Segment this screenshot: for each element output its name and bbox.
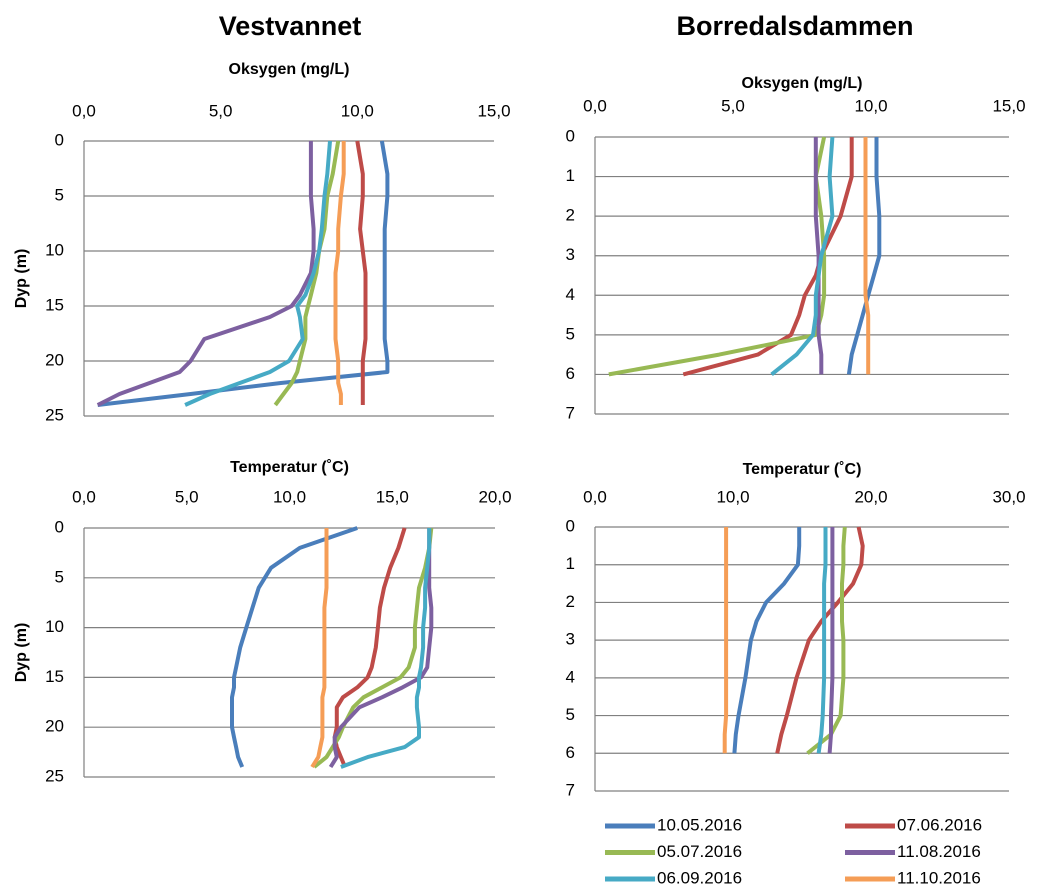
x-axis-title: Oksygen (mg/L) <box>229 61 350 78</box>
y-tick-label: 1 <box>566 166 575 185</box>
x-tick-label: 30,0 <box>992 487 1025 506</box>
y-tick-label: 15 <box>45 295 64 314</box>
y-tick-label: 20 <box>45 350 64 369</box>
y-tick-label: 6 <box>566 743 575 762</box>
series-line <box>184 140 332 407</box>
series-line <box>770 136 835 376</box>
y-tick-label: 25 <box>45 405 64 424</box>
x-tick-label: 10,0 <box>716 487 749 506</box>
y-tick-label: 0 <box>566 516 575 535</box>
y-tick-label: 5 <box>55 185 64 204</box>
y-tick-label: 7 <box>566 780 575 799</box>
x-tick-label: 15,0 <box>992 96 1025 115</box>
y-tick-label: 10 <box>45 617 64 636</box>
x-tick-label: 15,0 <box>477 101 510 120</box>
series-line <box>340 528 432 769</box>
legend-label: 11.10.2016 <box>897 868 981 887</box>
x-axis-title: Temperatur (˚C) <box>743 461 862 478</box>
x-tick-label: 10,0 <box>273 487 306 506</box>
x-tick-label: 10,0 <box>854 96 887 115</box>
series-line <box>355 140 368 405</box>
x-tick-label: 20,0 <box>478 487 511 506</box>
series-line <box>806 526 847 755</box>
y-tick-label: 7 <box>566 403 575 422</box>
series-line <box>863 137 871 375</box>
series-line <box>230 526 358 768</box>
y-tick-label: 2 <box>566 592 575 611</box>
y-tick-label: 5 <box>55 567 64 586</box>
legend-label: 05.07.2016 <box>657 842 742 861</box>
y-tick-label: 4 <box>566 285 575 304</box>
y-tick-label: 0 <box>55 517 64 536</box>
y-tick-label: 15 <box>45 667 64 686</box>
x-axis-title: Temperatur (˚C) <box>230 459 349 476</box>
series-line <box>96 141 316 407</box>
legend-label: 06.09.2016 <box>657 868 742 887</box>
x-tick-label: 15,0 <box>376 487 409 506</box>
y-tick-label: 5 <box>566 324 575 343</box>
x-tick-label: 5,0 <box>209 101 233 120</box>
panel-title: Borredalsdammen <box>676 11 913 41</box>
y-tick-label: 10 <box>45 240 64 259</box>
y-tick-label: 5 <box>566 705 575 724</box>
y-tick-label: 3 <box>566 630 575 649</box>
series-line <box>732 527 802 754</box>
y-tick-label: 4 <box>566 667 575 686</box>
series-line <box>273 140 341 407</box>
series-line <box>608 136 827 377</box>
series-line <box>97 140 390 407</box>
y-tick-label: 25 <box>45 766 64 785</box>
x-tick-label: 10,0 <box>341 101 374 120</box>
series-line <box>332 527 407 768</box>
y-tick-label: 0 <box>566 126 575 145</box>
y-tick-label: 20 <box>45 717 64 736</box>
series-line <box>775 526 865 754</box>
x-tick-label: 20,0 <box>854 487 887 506</box>
series-line <box>816 527 828 754</box>
x-tick-label: 5,0 <box>721 96 745 115</box>
y-tick-label: 6 <box>566 364 575 383</box>
x-tick-label: 0,0 <box>72 487 96 506</box>
legend-label: 11.08.2016 <box>897 842 981 861</box>
y-tick-label: 3 <box>566 245 575 264</box>
series-line <box>846 137 882 375</box>
x-axis-title: Oksygen (mg/L) <box>742 75 863 92</box>
series-line <box>312 527 434 769</box>
y-tick-label: 0 <box>55 130 64 149</box>
y-tick-label: 2 <box>566 206 575 225</box>
x-tick-label: 0,0 <box>72 101 96 120</box>
x-tick-label: 0,0 <box>583 96 607 115</box>
x-tick-label: 5,0 <box>175 487 199 506</box>
legend-label: 07.06.2016 <box>897 815 982 834</box>
panel-title: Vestvannet <box>219 11 362 41</box>
y-axis-title: Dyp (m) <box>13 623 30 683</box>
series-line <box>333 141 346 405</box>
x-tick-label: 0,0 <box>583 487 607 506</box>
series-line <box>827 527 835 754</box>
y-tick-label: 1 <box>566 554 575 573</box>
series-line <box>722 527 729 754</box>
legend-label: 10.05.2016 <box>657 815 742 834</box>
y-axis-title: Dyp (m) <box>13 249 30 309</box>
series-line <box>310 528 329 769</box>
